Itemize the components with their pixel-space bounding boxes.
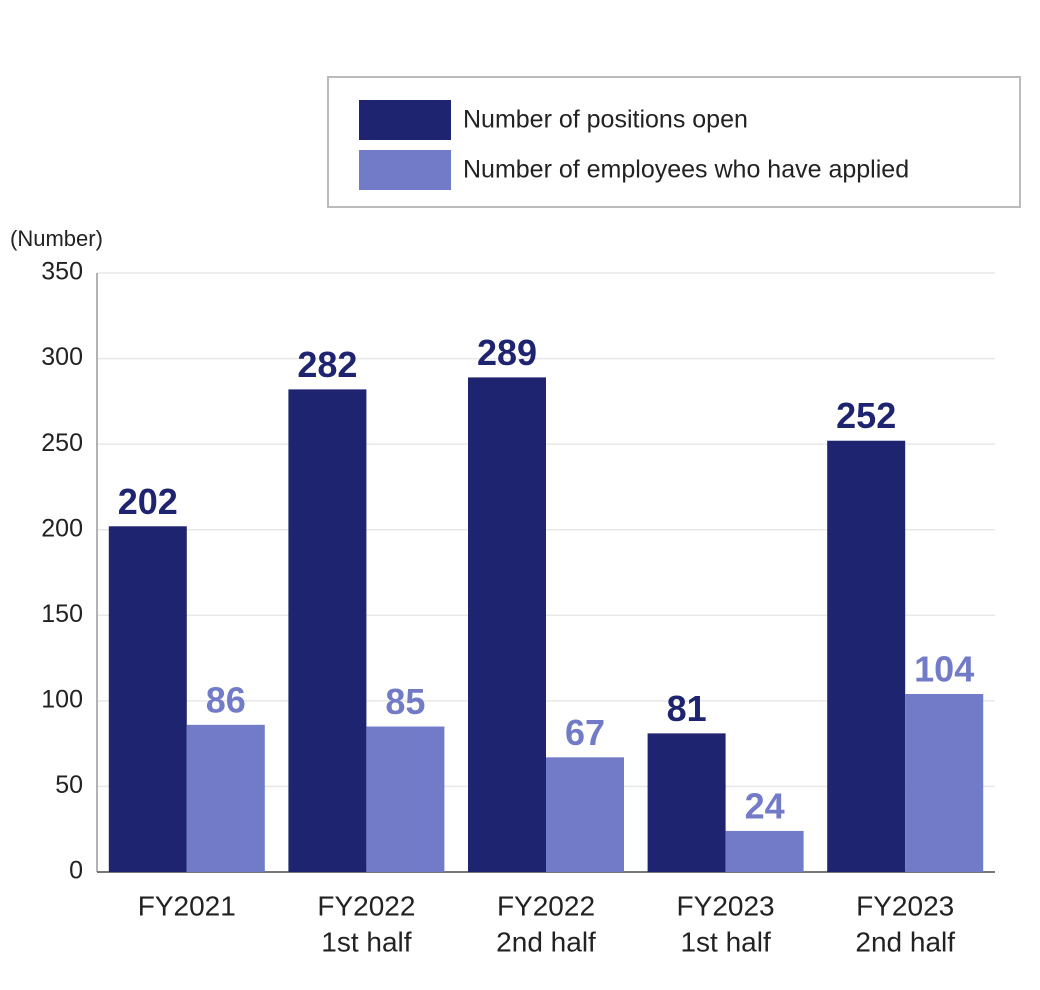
value-label: 202: [118, 481, 178, 522]
y-axis-label: (Number): [10, 226, 103, 251]
x-tick-label: 2nd half: [855, 926, 955, 957]
bar: [827, 440, 906, 872]
bar: [725, 830, 804, 872]
x-tick-label: FY2021: [138, 890, 236, 921]
bar: [905, 694, 984, 872]
value-label: 86: [206, 679, 246, 720]
y-tick-label: 150: [41, 600, 83, 628]
y-tick-label: 300: [41, 343, 83, 371]
x-tick-label: FY2023: [677, 890, 775, 921]
bar: [366, 726, 445, 872]
y-tick-label: 50: [55, 771, 83, 799]
x-tick-label: FY2022: [497, 890, 595, 921]
legend-label: Number of employees who have applied: [463, 156, 909, 184]
value-label: 289: [477, 332, 537, 373]
bar: [288, 389, 367, 872]
value-label: 67: [565, 712, 605, 753]
legend-label: Number of positions open: [463, 106, 748, 134]
bar: [108, 526, 187, 872]
bar: [186, 724, 265, 872]
value-label: 282: [297, 344, 357, 385]
x-tick-label: 2nd half: [496, 926, 596, 957]
value-label: 104: [914, 649, 974, 690]
y-tick-label: 0: [69, 857, 83, 885]
bar: [468, 377, 546, 872]
legend-swatch: [359, 100, 451, 140]
y-tick-label: 250: [41, 429, 83, 457]
value-label: 24: [745, 785, 785, 826]
legend-swatch: [359, 150, 451, 190]
bar: [647, 733, 726, 872]
x-tick-label: FY2023: [856, 890, 954, 921]
value-label: 85: [385, 681, 425, 722]
x-tick-label: 1st half: [321, 926, 411, 957]
value-label: 81: [667, 688, 707, 729]
value-label: 252: [836, 395, 896, 436]
y-tick-label: 350: [41, 258, 83, 286]
x-tick-label: FY2022: [317, 890, 415, 921]
y-tick-label: 200: [41, 514, 83, 542]
y-tick-label: 100: [41, 685, 83, 713]
bar: [546, 757, 624, 872]
x-tick-label: 1st half: [680, 926, 770, 957]
